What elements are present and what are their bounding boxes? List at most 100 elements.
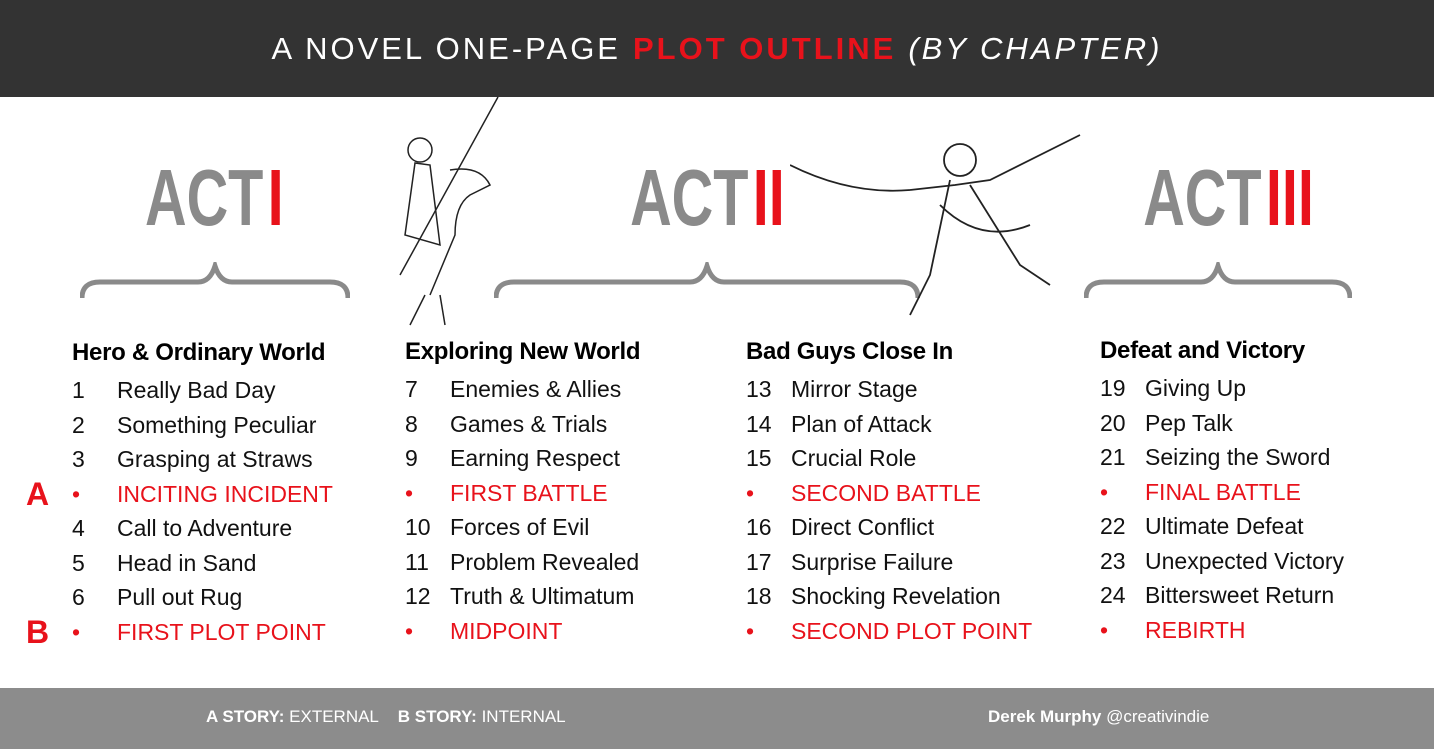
act-3-heading: ACTIII <box>1143 153 1314 242</box>
chapter-number: 7 <box>405 376 418 402</box>
column-heading: Exploring New World <box>405 338 641 365</box>
title-bar: A NOVEL ONE-PAGE PLOT OUTLINE (BY CHAPTE… <box>0 0 1434 97</box>
act-3-column: Bad Guys Close In 13 Mirror Stage 14 Plan of… <box>746 336 1032 648</box>
chapter-label: Forces of Evil <box>450 514 590 540</box>
plot-milestone: • FIRST BATTLE <box>405 476 640 511</box>
act-1-column: Hero & Ordinary World 1 Really Bad Day 2 Som… <box>26 337 333 650</box>
column-heading: Hero & Ordinary World <box>72 339 326 366</box>
chapter-number: 4 <box>72 515 85 541</box>
chapter-label: Unexpected Victory <box>1145 547 1345 574</box>
chapter-number: • <box>405 479 414 506</box>
chapter-item: 6 Pull out Rug <box>72 580 333 615</box>
chapter-item: 9 Earning Respect <box>405 441 640 476</box>
chapter-number: 15 <box>746 445 772 471</box>
chapter-label: Bittersweet Return <box>1145 582 1335 608</box>
chapter-item: 17 Surprise Failure <box>746 545 1032 580</box>
column-heading: Bad Guys Close In <box>746 338 953 365</box>
chapter-label: FIRST PLOT POINT <box>117 618 326 645</box>
chapter-item: 11 Problem Revealed <box>405 545 640 580</box>
act-1-heading: ACTI <box>144 153 284 242</box>
chapter-item: 4 Call to Adventure <box>72 511 333 546</box>
chapter-label: SECOND BATTLE <box>791 479 981 506</box>
story-marker: B <box>26 613 50 650</box>
swordsman-illustration <box>790 134 1081 316</box>
title-part-2: PLOT OUTLINE <box>632 30 897 66</box>
act-2-brace <box>494 262 920 299</box>
act-3-end-column: Defeat and Victory 19 Giving Up 20 Pep Talk 2… <box>1100 335 1344 647</box>
chapter-number: 8 <box>405 410 418 437</box>
chapter-number: 1 <box>72 377 85 403</box>
chapter-label: MIDPOINT <box>450 617 563 644</box>
chapter-item: 14 Plan of Attack <box>746 407 1032 442</box>
chapter-label: Head in Sand <box>117 549 257 576</box>
act-2-column: Exploring New World 7 Enemies & Allies 8 Gam… <box>405 336 641 649</box>
plot-milestone: • SECOND PLOT POINT <box>746 614 1032 649</box>
chapter-label: SECOND PLOT POINT <box>791 617 1033 644</box>
chapter-item: 2 Something Peculiar <box>72 408 333 443</box>
chapter-label: Surprise Failure <box>791 548 954 575</box>
chapter-label: Pull out Rug <box>117 584 243 610</box>
chapter-number: 24 <box>1100 582 1126 608</box>
chapter-label: Pep Talk <box>1145 409 1233 436</box>
chapter-item: 18 Shocking Revelation <box>746 579 1032 614</box>
chapter-number: 6 <box>72 584 85 610</box>
chapter-item: 7 Enemies & Allies <box>405 372 640 407</box>
chapter-label: Enemies & Allies <box>450 376 622 402</box>
chapter-number: 22 <box>1100 513 1126 539</box>
chapter-label: Something Peculiar <box>117 411 317 438</box>
story-marker: A <box>26 475 50 512</box>
chapter-item: 5 Head in Sand <box>72 546 333 581</box>
chapter-number: • <box>746 617 755 644</box>
chapter-number: 9 <box>405 445 418 471</box>
chapter-label: Seizing the Sword <box>1145 444 1331 470</box>
chapter-number: • <box>746 479 755 506</box>
act-3-brace <box>1084 262 1352 299</box>
plot-milestone: • MIDPOINT <box>405 614 640 649</box>
chapter-item: 20 Pep Talk <box>1100 406 1344 441</box>
chapter-number: 14 <box>746 410 772 437</box>
chapter-label: Mirror Stage <box>791 376 918 402</box>
chapter-number: 16 <box>746 514 772 540</box>
chapter-label: FINAL BATTLE <box>1145 478 1301 505</box>
plot-milestone: • SECOND BATTLE <box>746 476 1032 511</box>
chapter-label: Ultimate Defeat <box>1145 513 1304 539</box>
act-2-heading: ACTII <box>630 153 785 242</box>
chapter-number: 19 <box>1100 375 1126 401</box>
chapter-number: 2 <box>72 411 85 438</box>
chapter-label: FIRST BATTLE <box>450 479 608 506</box>
chapter-number: 12 <box>405 583 431 609</box>
chapter-item: 23 Unexpected Victory <box>1100 544 1344 579</box>
chapter-label: Call to Adventure <box>117 515 293 541</box>
chapter-item: 3 Grasping at Straws <box>72 442 333 477</box>
chapter-number: 11 <box>405 548 429 575</box>
chapter-number: 18 <box>746 583 772 609</box>
chapter-label: Earning Respect <box>450 445 621 471</box>
chapter-item: 24 Bittersweet Return <box>1100 578 1344 613</box>
chapter-label: Plan of Attack <box>791 410 932 437</box>
chapter-label: Giving Up <box>1145 375 1246 401</box>
author-credit: Derek Murphy @creativindie <box>988 707 1210 726</box>
chapter-number: • <box>1100 478 1109 505</box>
chapter-label: Games & Trials <box>450 410 608 437</box>
plot-milestone: B • FIRST PLOT POINT <box>26 614 333 650</box>
chapter-number: 20 <box>1100 409 1126 436</box>
footer-bar: A STORY: EXTERNAL B STORY: INTERNAL Dere… <box>0 688 1434 749</box>
plot-milestone: • REBIRTH <box>1100 613 1344 648</box>
chapter-label: Really Bad Day <box>117 377 276 403</box>
chapter-item: 16 Direct Conflict <box>746 510 1032 545</box>
chapter-label: Shocking Revelation <box>791 583 1001 609</box>
chapter-label: Direct Conflict <box>791 514 935 540</box>
chapter-number: 17 <box>746 548 772 575</box>
chapter-label: Problem Revealed <box>450 548 640 575</box>
chapter-number: 13 <box>746 376 772 402</box>
chapter-number: • <box>1100 616 1109 643</box>
chapter-number: 3 <box>72 446 85 472</box>
chapter-number: 21 <box>1100 444 1126 470</box>
chapter-item: 8 Games & Trials <box>405 407 640 442</box>
plot-milestone: A • INCITING INCIDENT <box>26 476 333 512</box>
chapter-label: REBIRTH <box>1145 616 1246 643</box>
chapter-item: 13 Mirror Stage <box>746 372 1032 407</box>
chapter-number: • <box>72 618 81 645</box>
chapter-item: 21 Seizing the Sword <box>1100 440 1344 475</box>
chapter-item: 22 Ultimate Defeat <box>1100 509 1344 544</box>
